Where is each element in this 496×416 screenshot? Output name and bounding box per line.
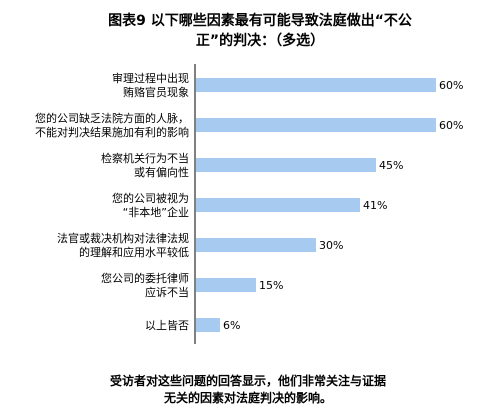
data-label: 60%: [439, 79, 463, 92]
category-label: “非本地”企业: [123, 205, 189, 219]
category-label: 审理过程中出现: [112, 71, 189, 85]
category-label: 法官或裁决机构对法律法规: [57, 231, 189, 245]
data-label: 6%: [223, 319, 240, 332]
bar: [196, 198, 360, 212]
data-label: 41%: [363, 199, 387, 212]
category-label: 应诉不当: [145, 285, 189, 299]
category-label: 您的公司缺乏法院方面的人脉，: [35, 111, 189, 125]
bar: [196, 278, 256, 292]
category-label: 您公司的委托律师: [101, 271, 189, 285]
data-label: 15%: [259, 279, 283, 292]
chart-title-line-2: 正”的判决：（多选）: [195, 33, 325, 49]
data-label: 30%: [319, 239, 343, 252]
category-label: 以上皆否: [145, 319, 189, 332]
data-label: 45%: [379, 159, 403, 172]
bar: [196, 78, 436, 92]
category-label: 不能对判决结果施加有利的影响: [35, 125, 189, 139]
chart-title-line-1: 图表9 以下哪些因素最有可能导致法庭做出“不公: [108, 13, 412, 29]
footnote-line-2: 无关的因素对法庭判决的影响。: [163, 391, 332, 405]
footnote-line-1: 受访者对这些问题的回答显示，他们非常关注与证据: [109, 374, 386, 388]
category-label: 贿赂官员现象: [123, 85, 189, 99]
data-label: 60%: [439, 119, 463, 132]
bar: [196, 318, 220, 332]
category-label: 您的公司被视为: [112, 191, 189, 205]
category-label: 或有偏向性: [134, 165, 189, 179]
category-label: 的理解和应用水平较低: [79, 245, 189, 259]
bar: [196, 238, 316, 252]
bar: [196, 158, 376, 172]
category-label: 检察机关行为不当: [101, 151, 189, 165]
bar: [196, 118, 436, 132]
